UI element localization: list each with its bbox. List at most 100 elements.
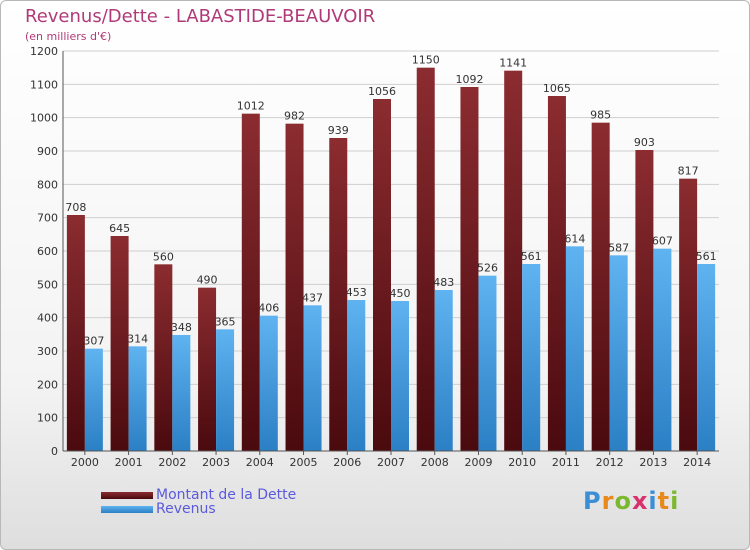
- chart-title: Revenus/Dette - LABASTIDE-BEAUVOIR: [25, 6, 376, 27]
- y-tick-label: 800: [37, 178, 58, 191]
- x-tick-label: 2006: [333, 456, 361, 469]
- data-label-revenue: 526: [477, 262, 498, 275]
- x-tick-label: 2010: [508, 456, 536, 469]
- data-label-debt: 817: [678, 165, 699, 178]
- x-tick-label: 2004: [246, 456, 274, 469]
- x-tick-label: 2007: [377, 456, 405, 469]
- logo-letter: P: [583, 487, 602, 515]
- x-tick-label: 2012: [596, 456, 624, 469]
- bar-debt: [373, 99, 391, 451]
- x-tick-label: 2008: [421, 456, 449, 469]
- y-tick-label: 1100: [30, 78, 58, 91]
- data-label-revenue: 348: [171, 321, 192, 334]
- bar-debt: [285, 123, 304, 452]
- data-label-revenue: 561: [521, 250, 542, 263]
- data-label-debt: 903: [634, 136, 655, 149]
- x-tick-label: 2014: [683, 456, 711, 469]
- legend-item-debt: Montant de la Dette: [101, 487, 296, 503]
- legend-label-debt: Montant de la Dette: [156, 487, 297, 503]
- legend-item-revenue: Revenus: [101, 501, 216, 517]
- data-label-debt: 1056: [368, 85, 396, 98]
- bar-revenue: [391, 301, 409, 451]
- logo-letter: x: [631, 487, 649, 515]
- bar-debt: [329, 138, 348, 451]
- x-tick-label: 2013: [639, 456, 667, 469]
- data-label-debt: 1092: [455, 73, 483, 86]
- y-tick-label: 900: [37, 145, 58, 158]
- bar-revenue: [172, 335, 191, 451]
- data-label-debt: 982: [284, 110, 305, 123]
- bar-revenue: [434, 290, 453, 451]
- bar-debt: [198, 287, 217, 451]
- data-label-debt: 708: [65, 201, 86, 214]
- chart-subtitle: (en milliers d'€): [25, 30, 112, 43]
- data-label-revenue: 307: [83, 335, 104, 348]
- bar-revenue: [303, 305, 322, 451]
- bar-revenue: [653, 248, 672, 451]
- data-label-debt: 985: [590, 109, 611, 122]
- data-label-revenue: 607: [652, 235, 673, 248]
- bar-revenue: [609, 255, 628, 451]
- data-label-debt: 1012: [237, 100, 265, 113]
- proxiti-logo: Proxiti: [583, 487, 679, 515]
- data-label-revenue: 365: [215, 315, 236, 328]
- bar-debt: [591, 122, 610, 452]
- data-label-debt: 645: [109, 222, 130, 235]
- bar-debt: [416, 67, 435, 452]
- y-tick-label: 600: [37, 245, 58, 258]
- data-label-revenue: 453: [346, 286, 367, 299]
- bar-revenue: [128, 346, 147, 451]
- x-tick-label: 2002: [158, 456, 186, 469]
- bar-debt: [679, 178, 698, 451]
- data-labels: 708 307 645 314 560 348 490 365 1012 406 982 437 939…: [65, 54, 716, 348]
- bar-revenue: [259, 315, 278, 451]
- x-tick-label: 2009: [464, 456, 492, 469]
- logo-letter: i: [670, 487, 680, 515]
- data-label-revenue: 314: [127, 332, 148, 345]
- x-tick-label: 2003: [202, 456, 230, 469]
- data-label-revenue: 450: [390, 287, 411, 300]
- legend-swatch-revenue: [101, 505, 153, 513]
- bar-debt: [504, 70, 523, 452]
- y-tick-label: 1000: [30, 112, 58, 125]
- data-label-debt: 939: [328, 124, 349, 137]
- legend-label-revenue: Revenus: [156, 501, 216, 517]
- data-label-revenue: 587: [608, 241, 629, 254]
- bar-debt: [110, 236, 129, 451]
- logo-letter: t: [657, 487, 671, 515]
- bar-revenue: [478, 275, 497, 451]
- x-tick-label: 2001: [115, 456, 143, 469]
- y-tick-label: 300: [37, 345, 58, 358]
- axes: 0 100 200 300 400 500 600 700 800 900 1000 1100 1200…: [30, 45, 719, 469]
- bar-debt: [460, 87, 479, 451]
- data-label-debt: 1065: [543, 82, 571, 95]
- bar-debt: [241, 113, 260, 452]
- bar-debt: [154, 264, 173, 451]
- x-tick-label: 2005: [290, 456, 318, 469]
- bar-debt: [547, 96, 566, 451]
- bar-debt: [66, 215, 85, 451]
- data-label-debt: 490: [197, 274, 218, 287]
- data-label-debt: 1150: [412, 54, 440, 67]
- y-tick-label: 200: [37, 378, 58, 391]
- data-label-revenue: 483: [433, 276, 454, 289]
- data-label-debt: 1141: [499, 57, 527, 70]
- bar-revenue: [84, 348, 103, 451]
- bar-debt: [635, 150, 654, 451]
- y-tick-label: 700: [37, 212, 58, 225]
- bar-revenue: [565, 246, 584, 451]
- logo-letter: r: [601, 487, 615, 515]
- bar-revenue: [347, 300, 366, 451]
- data-label-debt: 560: [153, 250, 174, 263]
- legend-swatch-debt: [101, 491, 153, 499]
- bars: [66, 67, 716, 452]
- x-tick-label: 2011: [552, 456, 580, 469]
- y-tick-label: 400: [37, 312, 58, 325]
- y-tick-label: 500: [37, 278, 58, 291]
- y-tick-label: 1200: [30, 45, 58, 58]
- data-label-revenue: 561: [696, 250, 717, 263]
- data-label-revenue: 614: [564, 232, 585, 245]
- x-tick-label: 2000: [71, 456, 99, 469]
- bar-revenue: [697, 264, 716, 451]
